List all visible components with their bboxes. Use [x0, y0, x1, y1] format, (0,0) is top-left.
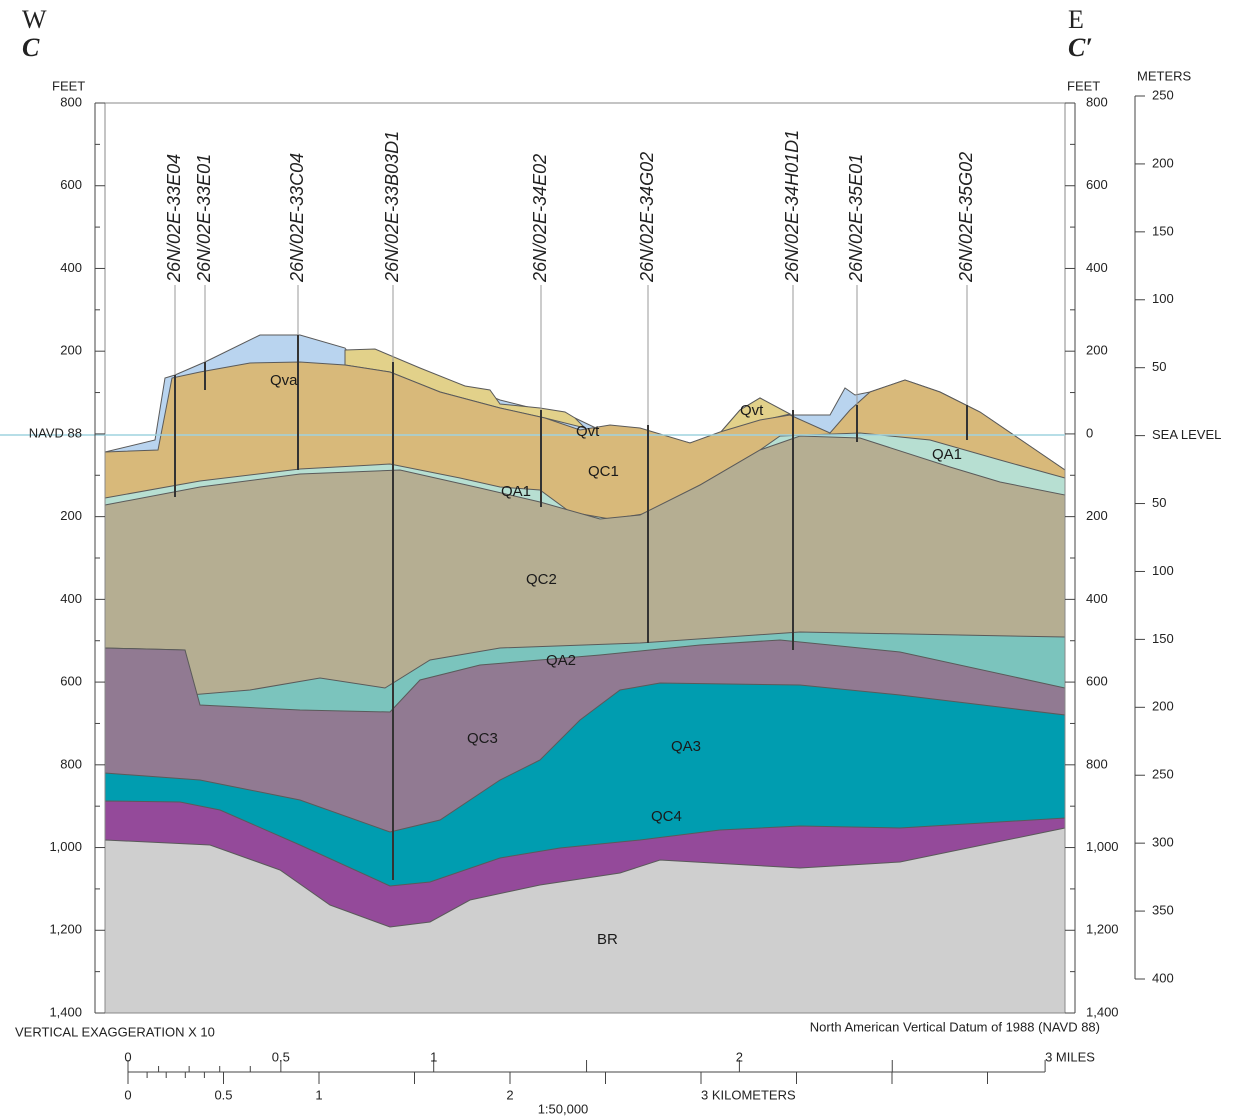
meters-axis-title: METERS	[1137, 68, 1192, 83]
left-tick-label: 200	[60, 508, 82, 523]
meters-tick-label: 300	[1152, 835, 1174, 850]
left-tick-label: NAVD 88	[29, 425, 82, 440]
right-axis-title: FEET	[1067, 78, 1100, 93]
left-tick-label: 600	[60, 674, 82, 689]
unit-label: BR	[597, 931, 618, 948]
west-label: W	[22, 5, 47, 34]
meters-tick-label: 50	[1152, 359, 1166, 374]
meters-tick-label: 350	[1152, 903, 1174, 918]
unit-label: QA2	[546, 652, 576, 669]
left-tick-label: 1,000	[49, 839, 82, 854]
well-name: 26N/02E-33E01	[194, 154, 214, 283]
right-tick-label: 1,200	[1086, 922, 1119, 937]
east-label: E	[1068, 5, 1084, 34]
right-tick-label: 200	[1086, 508, 1108, 523]
right-tick-label: 0	[1086, 425, 1093, 440]
km-label: 1	[315, 1087, 322, 1102]
meters-tick-label: SEA LEVEL	[1152, 427, 1221, 442]
right-tick-label: 600	[1086, 177, 1108, 192]
west-section: C	[22, 33, 40, 62]
well-name: 26N/02E-35G02	[956, 152, 976, 283]
meters-tick-label: 200	[1152, 699, 1174, 714]
meters-tick-label: 100	[1152, 563, 1174, 578]
unit-label: QA3	[671, 738, 701, 755]
meters-tick-label: 100	[1152, 291, 1174, 306]
left-axis-title: FEET	[52, 78, 85, 93]
well-name: 26N/02E-33E04	[164, 154, 184, 283]
right-tick-label: 400	[1086, 260, 1108, 275]
left-tick-label: 200	[60, 343, 82, 358]
miles-label: 0.5	[272, 1049, 290, 1064]
right-tick-label: 800	[1086, 94, 1108, 109]
meters-tick-label: 50	[1152, 495, 1166, 510]
left-tick-label: 1,400	[49, 1004, 82, 1019]
left-tick-label: 600	[60, 177, 82, 192]
miles-label: 2	[736, 1049, 743, 1064]
meters-tick-label: 250	[1152, 87, 1174, 102]
datum-note: North American Vertical Datum of 1988 (N…	[810, 1019, 1100, 1034]
left-tick-label: 1,200	[49, 922, 82, 937]
km-label: 3 KILOMETERS	[701, 1087, 796, 1102]
layers	[105, 103, 1065, 1013]
meters-tick-label: 400	[1152, 970, 1174, 985]
east-section: C′	[1068, 33, 1093, 62]
km-label: 0.5	[214, 1087, 232, 1102]
meters-tick-label: 200	[1152, 155, 1174, 170]
miles-label: 1	[430, 1049, 437, 1064]
right-tick-label: 1,400	[1086, 1004, 1119, 1019]
unit-label: QC2	[526, 571, 557, 588]
left-tick-label: 400	[60, 591, 82, 606]
unit-label: QA1	[501, 483, 531, 500]
right-tick-label: 600	[1086, 674, 1108, 689]
scale-ratio: 1:50,000	[538, 1101, 589, 1116]
miles-label: 0	[124, 1049, 131, 1064]
unit-label: QC1	[588, 463, 619, 480]
exaggeration-note: VERTICAL EXAGGERATION X 10	[15, 1024, 215, 1039]
meters-tick-label: 150	[1152, 223, 1174, 238]
meters-tick-label: 250	[1152, 767, 1174, 782]
km-label: 2	[506, 1087, 513, 1102]
unit-label: QC4	[651, 808, 682, 825]
cross-section: 26N/02E-33E04 26N/02E-33E01 26N/02E-33C04 2…	[0, 0, 1243, 1119]
left-tick-label: 400	[60, 260, 82, 275]
unit-label: Qvt	[740, 402, 764, 419]
unit-label: Qva	[270, 372, 298, 389]
left-tick-label: 800	[60, 94, 82, 109]
well-name: 26N/02E-34G02	[637, 152, 657, 283]
well-name: 26N/02E-35E01	[846, 154, 866, 283]
well-name: 26N/02E-33C04	[287, 153, 307, 283]
right-tick-label: 800	[1086, 756, 1108, 771]
page: {"header": {"west": "W", "west_section":…	[0, 0, 1243, 1119]
right-tick-label: 200	[1086, 343, 1108, 358]
well-name: 26N/02E-33B03D1	[382, 131, 402, 283]
well-name: 26N/02E-34E02	[530, 154, 550, 283]
unit-label: QC3	[467, 730, 498, 747]
right-tick-label: 400	[1086, 591, 1108, 606]
right-tick-label: 1,000	[1086, 839, 1119, 854]
miles-label: 3 MILES	[1045, 1049, 1095, 1064]
unit-label: Qvt	[576, 423, 600, 440]
km-label: 0	[124, 1087, 131, 1102]
well-name: 26N/02E-34H01D1	[782, 130, 802, 283]
unit-label: QA1	[932, 446, 962, 463]
left-tick-label: 800	[60, 756, 82, 771]
meters-tick-label: 150	[1152, 631, 1174, 646]
